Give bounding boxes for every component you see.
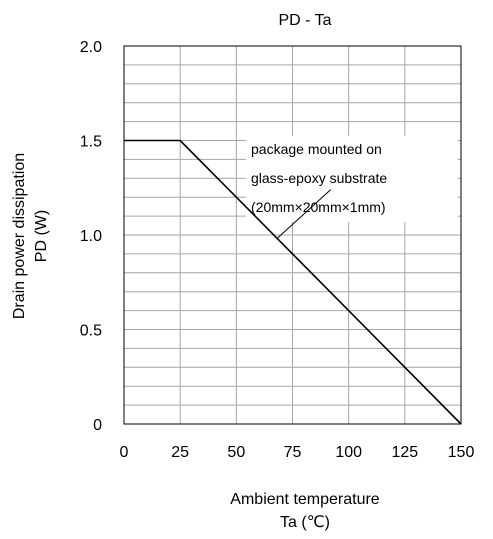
annotation-line-3: (20mm×20mm×1mm) (251, 199, 386, 215)
y-tick-label: 0.5 (80, 323, 102, 340)
y-axis-title-line1: Drain power dissipation (11, 153, 28, 319)
chart-title: PD - Ta (278, 12, 331, 29)
x-tick-label: 0 (120, 444, 129, 461)
x-tick-label: 50 (227, 444, 245, 461)
pd-derating-line (124, 139, 462, 425)
x-tick-label: 75 (284, 444, 302, 461)
x-tick-label: 125 (391, 444, 418, 461)
x-axis-title-line2: Ta (℃) (280, 514, 330, 531)
x-tick-label: 25 (171, 444, 189, 461)
annotation-leader-line (276, 189, 332, 240)
x-axis-title-line1: Ambient temperature (230, 491, 380, 508)
y-tick-label: 2.0 (80, 39, 102, 56)
x-tick-labels: 0 25 50 75 100 125 150 (120, 444, 475, 461)
y-tick-label: 1.5 (80, 134, 102, 151)
x-tick-label: 100 (335, 444, 362, 461)
grid (124, 46, 461, 424)
annotation-background (246, 136, 458, 222)
y-axis-title-line2: PD (W) (33, 210, 50, 262)
plot-frame (123, 45, 462, 425)
annotation-line-2: glass-epoxy substrate (251, 170, 387, 186)
annotation-line-1: package mounted on (251, 141, 382, 157)
annotation: package mounted on glass-epoxy substrate… (251, 141, 387, 240)
y-tick-label: 0 (93, 417, 102, 434)
series-group (124, 139, 462, 425)
y-tick-labels: 0 0.5 1.0 1.5 2.0 (80, 39, 102, 434)
x-tick-label: 150 (448, 444, 475, 461)
y-tick-label: 1.0 (80, 228, 102, 245)
